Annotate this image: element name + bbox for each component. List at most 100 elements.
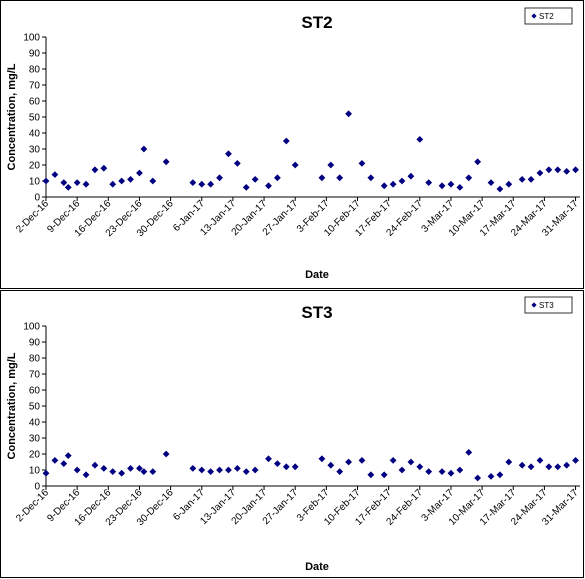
legend-label: ST2 (539, 12, 554, 21)
data-point (518, 176, 526, 183)
legend-box (524, 7, 573, 25)
y-tick-label: 40 (29, 129, 41, 140)
data-point (345, 110, 352, 118)
data-point (216, 466, 223, 474)
data-point (109, 180, 117, 188)
y-tick-label: 10 (29, 177, 41, 188)
data-point (51, 457, 59, 464)
y-tick-label: 100 (23, 322, 40, 333)
data-point (536, 169, 544, 177)
data-point (136, 465, 143, 472)
data-point (456, 466, 464, 474)
data-point (527, 463, 535, 471)
data-point (465, 449, 473, 456)
data-point (367, 174, 375, 182)
data-point (572, 457, 579, 464)
data-point (563, 461, 571, 469)
data-point (318, 174, 326, 182)
data-point (198, 180, 206, 188)
legend-box (524, 296, 573, 314)
data-point (118, 177, 126, 185)
data-point (100, 465, 108, 472)
y-tick-label: 20 (29, 450, 41, 461)
data-point (327, 161, 335, 169)
y-tick-label: 20 (29, 161, 41, 172)
y-tick-label: 70 (29, 370, 41, 381)
data-point (416, 136, 424, 143)
legend-marker (531, 13, 537, 19)
data-point (51, 171, 59, 178)
data-point (527, 176, 535, 183)
data-point (545, 166, 553, 174)
legend-marker (531, 302, 537, 308)
data-point (136, 169, 143, 177)
x-axis-label: Date (305, 561, 329, 573)
legend: ST2 (524, 7, 573, 25)
data-point (265, 455, 272, 463)
data-point (60, 460, 68, 467)
data-point (572, 166, 579, 174)
data-point (64, 452, 72, 459)
data-point (380, 182, 388, 190)
data-point (367, 471, 375, 479)
data-point (345, 458, 352, 466)
data-point (162, 450, 170, 458)
y-tick-label: 90 (29, 49, 41, 60)
data-point (456, 184, 464, 191)
data-point (380, 471, 388, 479)
data-point (127, 176, 134, 183)
data-point (42, 469, 50, 477)
data-point (251, 176, 259, 183)
data-point (265, 182, 272, 190)
data-point (282, 463, 290, 471)
data-point (487, 179, 495, 186)
chart-title: ST3 (301, 303, 332, 322)
data-point (518, 461, 526, 469)
series-st3 (42, 449, 579, 482)
data-point (73, 179, 81, 186)
data-point (389, 180, 397, 188)
y-tick-label: 80 (29, 65, 41, 76)
data-point (425, 468, 433, 475)
y-tick-label: 50 (29, 113, 41, 124)
data-point (162, 158, 170, 166)
data-point (225, 466, 232, 474)
data-point (438, 182, 446, 190)
data-point (189, 465, 197, 472)
data-point (447, 469, 455, 477)
data-point (474, 158, 482, 166)
data-point (225, 150, 232, 158)
data-point (242, 468, 250, 475)
data-point (198, 466, 206, 474)
data-point (149, 468, 157, 475)
data-point (554, 166, 562, 174)
panel-frame (0, 290, 584, 578)
data-point (407, 172, 415, 180)
data-point (216, 174, 223, 182)
data-point (118, 469, 126, 477)
data-point (505, 180, 513, 188)
y-tick-label: 30 (29, 145, 41, 156)
data-point (189, 179, 197, 186)
data-point (127, 465, 134, 472)
data-point (358, 160, 366, 167)
data-point (496, 185, 504, 193)
y-tick-label: 70 (29, 81, 41, 92)
data-point (318, 455, 326, 463)
data-point (42, 177, 50, 185)
y-tick-label: 0 (34, 193, 40, 204)
legend-label: ST3 (539, 301, 554, 310)
data-point (207, 180, 215, 188)
data-point (91, 461, 99, 469)
data-point (474, 474, 482, 482)
data-point (447, 180, 455, 188)
chart-panel-st2: ST2 0 10 20 30 40 50 60 70 80 90 100 Concentration, … (0, 0, 584, 289)
y-tick-label: 40 (29, 418, 41, 429)
y-tick-label: 60 (29, 386, 41, 397)
y-tick-label: 90 (29, 338, 41, 349)
data-point (554, 463, 562, 471)
y-axis-label: Concentration, mg/L (6, 63, 18, 170)
panel-frame (0, 0, 584, 289)
y-tick-label: 100 (23, 33, 40, 44)
